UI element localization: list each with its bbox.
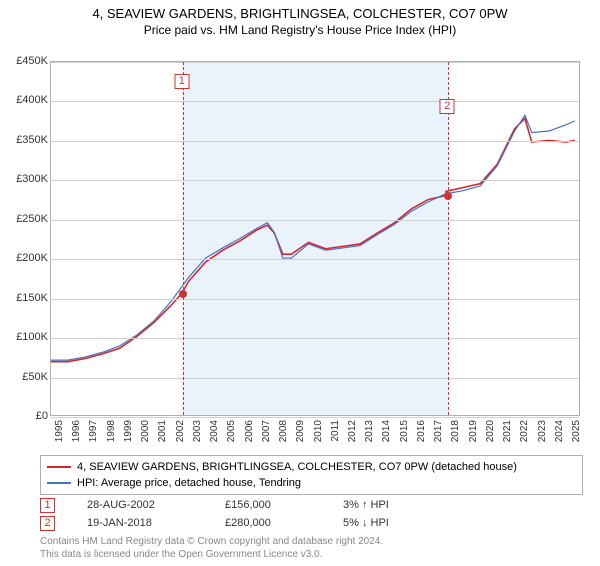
series-hpi bbox=[51, 115, 575, 360]
legend-swatch bbox=[47, 482, 71, 484]
y-tick-label: £300K bbox=[0, 173, 48, 185]
event-row-marker: 1 bbox=[40, 498, 55, 513]
legend: 4, SEAVIEW GARDENS, BRIGHTLINGSEA, COLCH… bbox=[40, 455, 583, 495]
y-tick-label: £250K bbox=[0, 213, 48, 225]
x-tick-label: 2013 bbox=[364, 420, 375, 442]
legend-item: 4, SEAVIEW GARDENS, BRIGHTLINGSEA, COLCH… bbox=[47, 459, 576, 475]
legend-label: HPI: Average price, detached house, Tend… bbox=[77, 477, 301, 489]
line-chart bbox=[50, 61, 580, 416]
y-tick-label: £450K bbox=[0, 55, 48, 67]
event-date: 19-JAN-2018 bbox=[87, 517, 197, 529]
event-marker-2: 2 bbox=[440, 99, 455, 114]
page-title: 4, SEAVIEW GARDENS, BRIGHTLINGSEA, COLCH… bbox=[0, 6, 600, 21]
x-tick-label: 2024 bbox=[554, 420, 565, 442]
x-tick-label: 2009 bbox=[295, 420, 306, 442]
x-tick-label: 2019 bbox=[468, 420, 479, 442]
x-tick-label: 2006 bbox=[244, 420, 255, 442]
event-price: £280,000 bbox=[225, 517, 315, 529]
event-price: £156,000 bbox=[225, 499, 315, 511]
x-tick-label: 1995 bbox=[54, 420, 65, 442]
event-delta: 3% ↑ HPI bbox=[343, 499, 389, 511]
legend-label: 4, SEAVIEW GARDENS, BRIGHTLINGSEA, COLCH… bbox=[77, 461, 517, 473]
y-tick-label: £400K bbox=[0, 94, 48, 106]
y-tick-label: £350K bbox=[0, 134, 48, 146]
x-tick-label: 2016 bbox=[416, 420, 427, 442]
x-tick-label: 2014 bbox=[381, 420, 392, 442]
x-tick-label: 2012 bbox=[347, 420, 358, 442]
series-price_paid bbox=[51, 118, 575, 361]
chart-svg bbox=[51, 62, 579, 415]
x-tick-label: 2001 bbox=[157, 420, 168, 442]
x-tick-label: 2010 bbox=[313, 420, 324, 442]
x-tick-label: 2021 bbox=[502, 420, 513, 442]
x-tick-label: 2015 bbox=[399, 420, 410, 442]
x-tick-label: 2008 bbox=[278, 420, 289, 442]
x-tick-label: 2002 bbox=[175, 420, 186, 442]
x-tick-label: 2025 bbox=[571, 420, 582, 442]
x-tick-label: 2017 bbox=[433, 420, 444, 442]
x-tick-label: 1998 bbox=[106, 420, 117, 442]
x-tick-label: 2000 bbox=[140, 420, 151, 442]
legend-swatch bbox=[47, 466, 71, 468]
y-tick-label: £200K bbox=[0, 252, 48, 264]
event-date: 28-AUG-2002 bbox=[87, 499, 197, 511]
x-tick-label: 2022 bbox=[519, 420, 530, 442]
event-marker-1: 1 bbox=[174, 74, 189, 89]
chart-container: 4, SEAVIEW GARDENS, BRIGHTLINGSEA, COLCH… bbox=[0, 6, 600, 566]
x-tick-label: 2020 bbox=[485, 420, 496, 442]
y-tick-label: £50K bbox=[0, 371, 48, 383]
event-row: 2 19-JAN-2018 £280,000 5% ↓ HPI bbox=[40, 514, 389, 532]
footer-line-2: This data is licensed under the Open Gov… bbox=[40, 549, 383, 562]
event-delta: 5% ↓ HPI bbox=[343, 517, 389, 529]
x-tick-label: 1996 bbox=[71, 420, 82, 442]
x-tick-label: 2018 bbox=[450, 420, 461, 442]
x-tick-label: 1997 bbox=[88, 420, 99, 442]
x-tick-label: 2005 bbox=[226, 420, 237, 442]
page-subtitle: Price paid vs. HM Land Registry's House … bbox=[0, 23, 600, 37]
x-tick-label: 2023 bbox=[537, 420, 548, 442]
footer: Contains HM Land Registry data © Crown c… bbox=[40, 536, 383, 561]
y-tick-label: £0 bbox=[0, 410, 48, 422]
events-table: 1 28-AUG-2002 £156,000 3% ↑ HPI 2 19-JAN-2018… bbox=[40, 496, 389, 532]
x-tick-label: 2007 bbox=[261, 420, 272, 442]
footer-line-1: Contains HM Land Registry data © Crown c… bbox=[40, 536, 383, 549]
y-tick-label: £100K bbox=[0, 331, 48, 343]
y-tick-label: £150K bbox=[0, 292, 48, 304]
x-tick-label: 2011 bbox=[330, 420, 341, 442]
x-tick-label: 2003 bbox=[192, 420, 203, 442]
event-row: 1 28-AUG-2002 £156,000 3% ↑ HPI bbox=[40, 496, 389, 514]
event-row-marker: 2 bbox=[40, 516, 55, 531]
x-tick-label: 1999 bbox=[123, 420, 134, 442]
x-tick-label: 2004 bbox=[209, 420, 220, 442]
legend-item: HPI: Average price, detached house, Tend… bbox=[47, 475, 576, 491]
